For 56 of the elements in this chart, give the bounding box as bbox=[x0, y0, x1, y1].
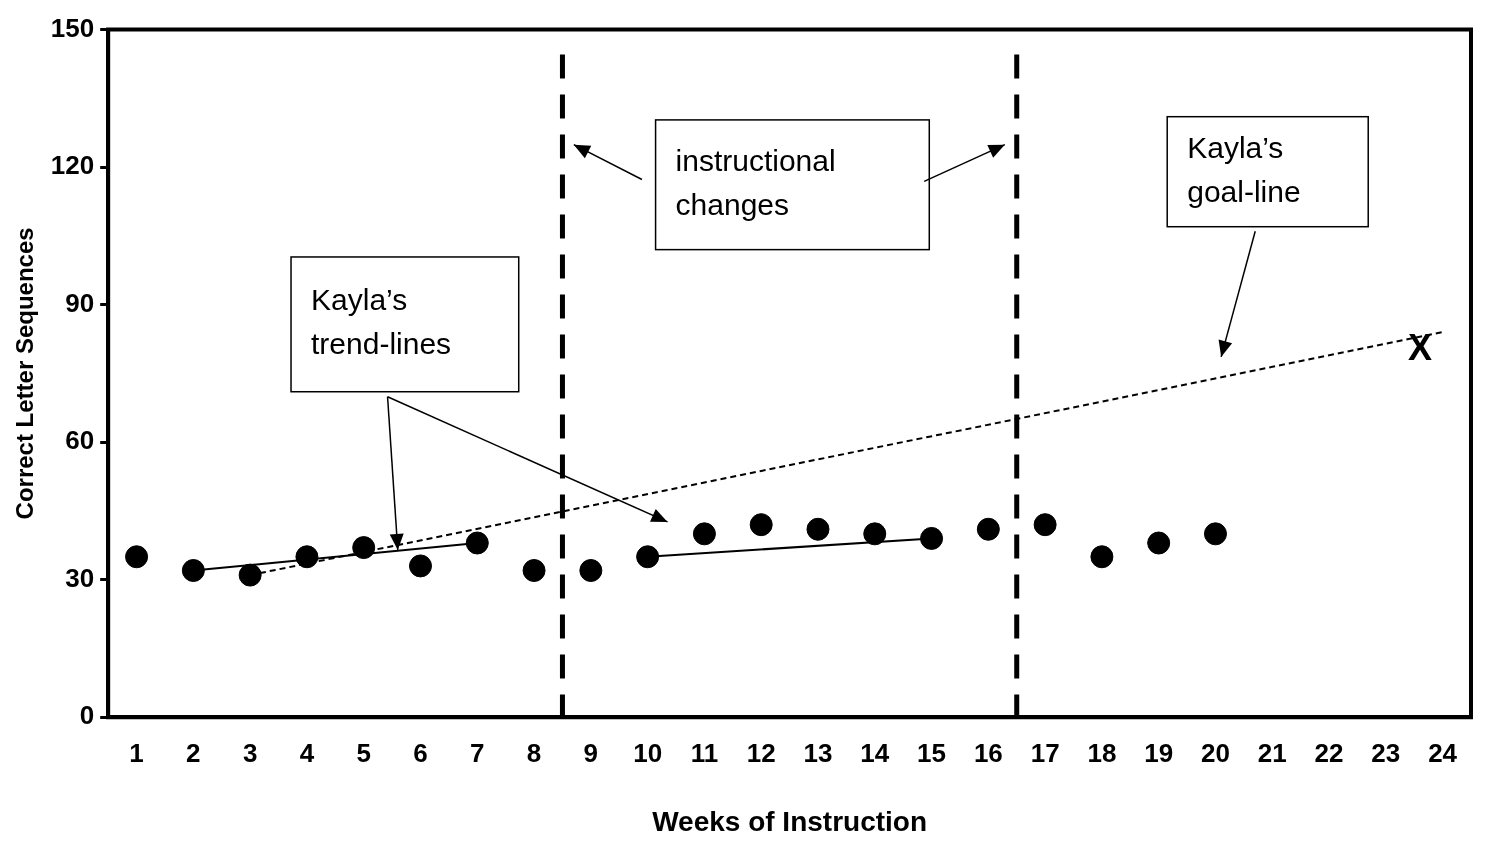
y-tick-label: 0 bbox=[79, 700, 95, 731]
x-tick-label: 17 bbox=[1030, 737, 1060, 768]
point bbox=[238, 563, 262, 587]
point bbox=[920, 526, 944, 550]
point bbox=[749, 513, 773, 537]
point bbox=[181, 559, 205, 583]
x-tick-label: 8 bbox=[526, 737, 542, 768]
x-tick-label: 6 bbox=[413, 737, 428, 768]
annotation: instructional changes bbox=[675, 143, 836, 221]
x-tick-label: 22 bbox=[1314, 737, 1344, 768]
annotation: Kayla’s goal-line bbox=[1187, 130, 1301, 208]
x-tick-label: 3 bbox=[242, 737, 258, 768]
y-tick-label: 90 bbox=[65, 287, 95, 318]
point bbox=[1203, 522, 1227, 546]
x-tick-label: 18 bbox=[1087, 737, 1117, 768]
x-tick-label: 12 bbox=[746, 737, 776, 768]
point bbox=[295, 545, 319, 569]
x-tick-label: 11 bbox=[690, 737, 719, 768]
point bbox=[863, 522, 887, 546]
y-tick-label: 150 bbox=[50, 12, 95, 43]
x-tick-label: 4 bbox=[299, 737, 315, 768]
point bbox=[579, 559, 603, 583]
x-tick-label: 5 bbox=[356, 737, 371, 768]
x-tick-label: 20 bbox=[1201, 737, 1230, 768]
point bbox=[1147, 531, 1171, 555]
x-tick-label: 13 bbox=[803, 737, 833, 768]
x-tick-label: 9 bbox=[583, 737, 599, 768]
x-tick-label: 21 bbox=[1257, 737, 1287, 768]
point bbox=[636, 545, 660, 569]
y-tick-label: 120 bbox=[50, 150, 95, 181]
x-tick-label: 10 bbox=[633, 737, 663, 768]
point bbox=[408, 554, 432, 578]
point bbox=[125, 545, 149, 569]
x-tick-label: 24 bbox=[1428, 737, 1458, 768]
x-tick-label: 23 bbox=[1371, 737, 1401, 768]
x-tick-label: 19 bbox=[1144, 737, 1174, 768]
point bbox=[1090, 545, 1114, 569]
y-tick-label: 30 bbox=[65, 562, 95, 593]
point bbox=[692, 522, 716, 546]
y-tick-label: 60 bbox=[65, 425, 95, 456]
x-tick-label: 16 bbox=[973, 737, 1003, 768]
x-tick-label: 7 bbox=[470, 737, 485, 768]
annotation: X bbox=[1407, 327, 1432, 368]
x-axis-title: Weeks of Instruction bbox=[652, 805, 928, 837]
point bbox=[1033, 513, 1057, 537]
point bbox=[465, 531, 489, 555]
point bbox=[522, 559, 546, 583]
y-axis-title: Correct Letter Sequences bbox=[11, 227, 39, 520]
point bbox=[806, 517, 830, 541]
annotation: Kayla’s trend-lines bbox=[311, 283, 452, 361]
x-tick-label: 14 bbox=[860, 737, 890, 768]
point bbox=[976, 517, 1000, 541]
x-tick-label: 2 bbox=[186, 737, 201, 768]
point bbox=[352, 536, 376, 560]
x-tick-label: 1 bbox=[129, 737, 144, 768]
x-tick-label: 15 bbox=[917, 737, 947, 768]
